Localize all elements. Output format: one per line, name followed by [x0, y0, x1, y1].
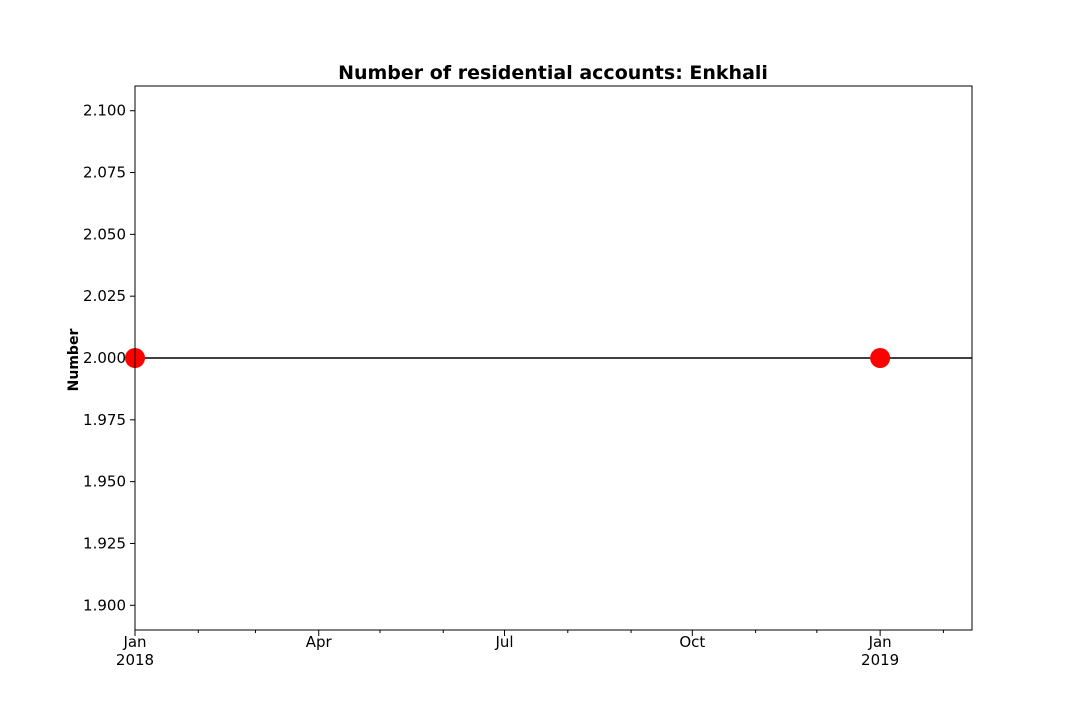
y-tick-label: 2.050 [83, 225, 126, 243]
y-axis-label: Number [66, 329, 82, 392]
y-tick-label: 2.100 [83, 102, 126, 120]
chart-title: Number of residential accounts: Enkhali [338, 62, 768, 84]
y-tick-label: 2.075 [83, 164, 126, 182]
x-tick-label: Jul [494, 633, 513, 651]
plot-frame [134, 85, 973, 631]
y-tick-label: 2.025 [83, 287, 126, 305]
y-tick-label: 1.975 [83, 411, 126, 429]
y-tick-label: 1.900 [83, 596, 126, 614]
x-tick-year-label: 2018 [116, 651, 154, 669]
y-tick-label: 2.000 [83, 349, 126, 367]
data-point [870, 348, 891, 368]
y-tick-label: 1.950 [83, 473, 126, 491]
y-tick-label: 1.925 [83, 534, 126, 552]
x-tick-year-label: 2019 [861, 651, 899, 669]
x-tick-label: Jan [868, 633, 892, 651]
x-tick-label: Apr [306, 633, 333, 651]
x-tick-label: Jan [122, 633, 146, 651]
plot-area: 1.900 1.925 1.950 1.975 2.000 2.025 2.050 2.075… [83, 102, 972, 669]
x-tick-label: Oct [679, 633, 705, 651]
